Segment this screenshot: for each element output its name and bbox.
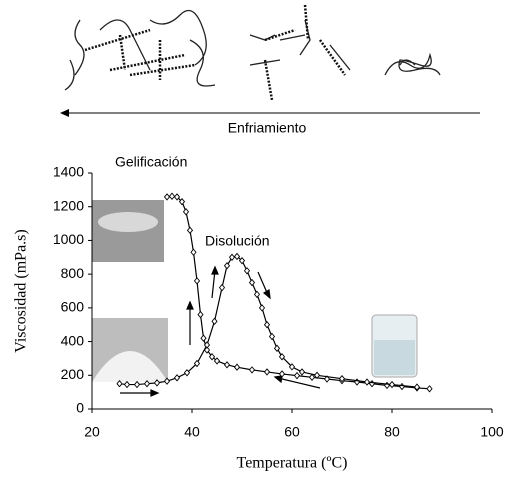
y-tick-label: 200	[61, 366, 85, 382]
x-tick-label: 40	[184, 424, 200, 440]
y-tick-label: 800	[61, 265, 85, 281]
data-point	[233, 252, 241, 261]
data-point	[368, 380, 376, 388]
data-point	[213, 357, 221, 365]
data-point	[173, 374, 181, 382]
data-point	[133, 380, 141, 389]
header-label: Enfriamiento	[228, 120, 307, 136]
data-point	[153, 379, 161, 387]
data-point	[363, 378, 371, 386]
data-point	[168, 192, 176, 200]
data-line	[166, 195, 430, 390]
y-axis-label: Viscosidad (mPa.s)	[13, 229, 30, 352]
x-tick-label: 60	[284, 424, 300, 440]
data-point	[278, 353, 286, 361]
x-tick-label: 100	[480, 424, 504, 440]
data-point	[323, 375, 331, 383]
x-axis-label: Temperatura (ºC)	[237, 455, 348, 472]
beaker-photo	[98, 212, 158, 232]
beaker-photo	[374, 340, 415, 375]
y-tick-label: 600	[61, 299, 85, 315]
data-point	[193, 359, 201, 368]
x-tick-label: 80	[384, 424, 400, 440]
x-tick-label: 20	[84, 424, 100, 440]
data-point	[398, 382, 406, 391]
data-point	[278, 370, 286, 378]
data-point	[243, 267, 251, 275]
data-point	[203, 341, 211, 349]
data-point	[263, 321, 271, 329]
data-point	[200, 334, 207, 342]
y-tick-label: 0	[76, 400, 84, 416]
y-tick-label: 1000	[53, 231, 84, 247]
data-point	[313, 371, 321, 379]
data-point	[308, 373, 316, 382]
data-point	[258, 304, 266, 312]
data-point	[173, 193, 181, 201]
data-point	[193, 277, 201, 285]
data-point	[163, 377, 171, 385]
data-point	[248, 366, 256, 374]
data-point	[218, 283, 226, 292]
data-point	[338, 374, 346, 383]
y-tick-label: 400	[61, 332, 85, 348]
data-point	[413, 383, 421, 391]
data-point	[208, 353, 216, 361]
data-point	[143, 380, 151, 388]
process-arrows	[120, 265, 321, 397]
data-point	[426, 385, 433, 393]
data-point	[263, 368, 271, 376]
polymer-illustration	[60, 4, 480, 117]
data-point	[182, 208, 190, 216]
y-tick-label: 1400	[53, 164, 84, 180]
data-point	[211, 317, 218, 326]
data-point	[248, 278, 256, 287]
data-point	[190, 248, 197, 256]
data-point	[233, 363, 241, 371]
data-point	[293, 371, 301, 380]
data-point	[238, 256, 246, 265]
annotation: Gelificación	[115, 154, 187, 170]
data-point	[163, 193, 171, 201]
data-point	[197, 310, 204, 319]
data-point	[116, 380, 123, 388]
powder-photo	[92, 351, 168, 382]
annotation: Disolución	[205, 233, 270, 249]
data-point	[223, 262, 231, 270]
data-point	[123, 380, 131, 389]
y-tick-label: 1200	[53, 197, 84, 213]
data-point	[268, 332, 276, 341]
data-point	[288, 363, 296, 371]
data-point	[273, 344, 281, 353]
data-point	[183, 369, 191, 377]
data-point	[388, 380, 396, 389]
data-point	[228, 253, 236, 261]
data-point	[298, 368, 306, 376]
data-point	[223, 361, 231, 369]
data-point	[178, 197, 186, 206]
data-point	[186, 226, 194, 235]
data-point	[253, 290, 261, 299]
